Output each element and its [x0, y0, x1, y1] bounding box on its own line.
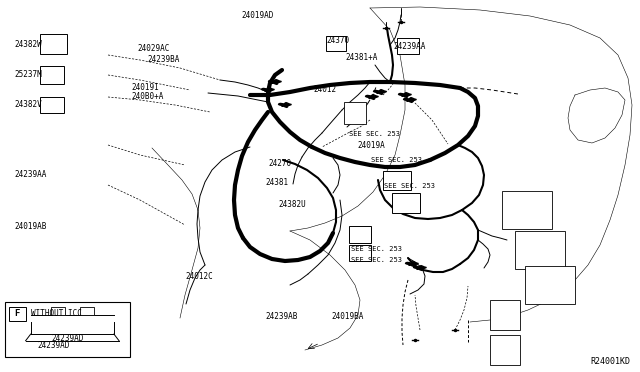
Text: 24382U: 24382U [278, 200, 306, 209]
Bar [349, 226, 371, 243]
Text: 24019A: 24019A [357, 141, 385, 150]
Text: 24012C: 24012C [186, 272, 213, 280]
Bar [392, 193, 420, 213]
Text: 240191: 240191 [131, 83, 159, 92]
Bar [349, 245, 371, 261]
Polygon shape [404, 97, 417, 102]
Bar [40, 66, 64, 84]
Text: 24012: 24012 [314, 85, 337, 94]
Text: 24239AA: 24239AA [14, 170, 47, 179]
Text: 25237M: 25237M [14, 70, 42, 79]
Text: 24239AD: 24239AD [52, 334, 84, 343]
Text: 24381: 24381 [266, 178, 289, 187]
Text: 24239AA: 24239AA [394, 42, 426, 51]
Text: WITHOUT ICC: WITHOUT ICC [31, 310, 81, 318]
Bar [40, 97, 64, 113]
Bar [80, 307, 94, 315]
Text: 24019AB: 24019AB [14, 222, 47, 231]
Text: 24239AB: 24239AB [266, 312, 298, 321]
Polygon shape [269, 80, 282, 84]
Bar [515, 231, 565, 269]
Text: SEE SEC. 253: SEE SEC. 253 [384, 183, 435, 189]
Text: SEE SEC. 253: SEE SEC. 253 [351, 246, 402, 252]
Polygon shape [406, 262, 419, 266]
Bar [525, 266, 575, 304]
Bar [490, 300, 520, 330]
Bar [326, 36, 346, 51]
Polygon shape [365, 94, 378, 99]
Bar [344, 102, 366, 124]
Text: F: F [15, 310, 20, 318]
Bar [490, 335, 520, 365]
Polygon shape [374, 90, 387, 94]
Text: SEE SEC. 253: SEE SEC. 253 [351, 257, 402, 263]
Bar [397, 38, 419, 54]
Text: 24381+A: 24381+A [346, 53, 378, 62]
Text: 24029AC: 24029AC [138, 44, 170, 53]
Bar [9, 307, 26, 321]
Bar [40, 34, 67, 54]
Text: 24019BA: 24019BA [332, 312, 364, 321]
Polygon shape [262, 88, 275, 92]
Text: SEE SEC. 253: SEE SEC. 253 [349, 131, 400, 137]
Text: 24382W: 24382W [14, 40, 42, 49]
Bar [5, 302, 130, 357]
Polygon shape [278, 103, 291, 108]
Text: SEE SEC. 253: SEE SEC. 253 [371, 157, 422, 163]
Text: R24001KD: R24001KD [590, 357, 630, 366]
Polygon shape [399, 93, 412, 97]
Text: 24239BA: 24239BA [147, 55, 180, 64]
Text: 24270: 24270 [269, 159, 292, 168]
Bar [502, 191, 552, 229]
Text: 24019AD: 24019AD [242, 11, 275, 20]
Text: 24382V: 24382V [14, 100, 42, 109]
Bar [51, 307, 65, 315]
Text: 24239AD: 24239AD [37, 341, 70, 350]
Polygon shape [413, 266, 426, 270]
Text: 24370: 24370 [326, 36, 349, 45]
Text: 240B0+A: 240B0+A [131, 92, 164, 101]
Bar [383, 171, 411, 190]
